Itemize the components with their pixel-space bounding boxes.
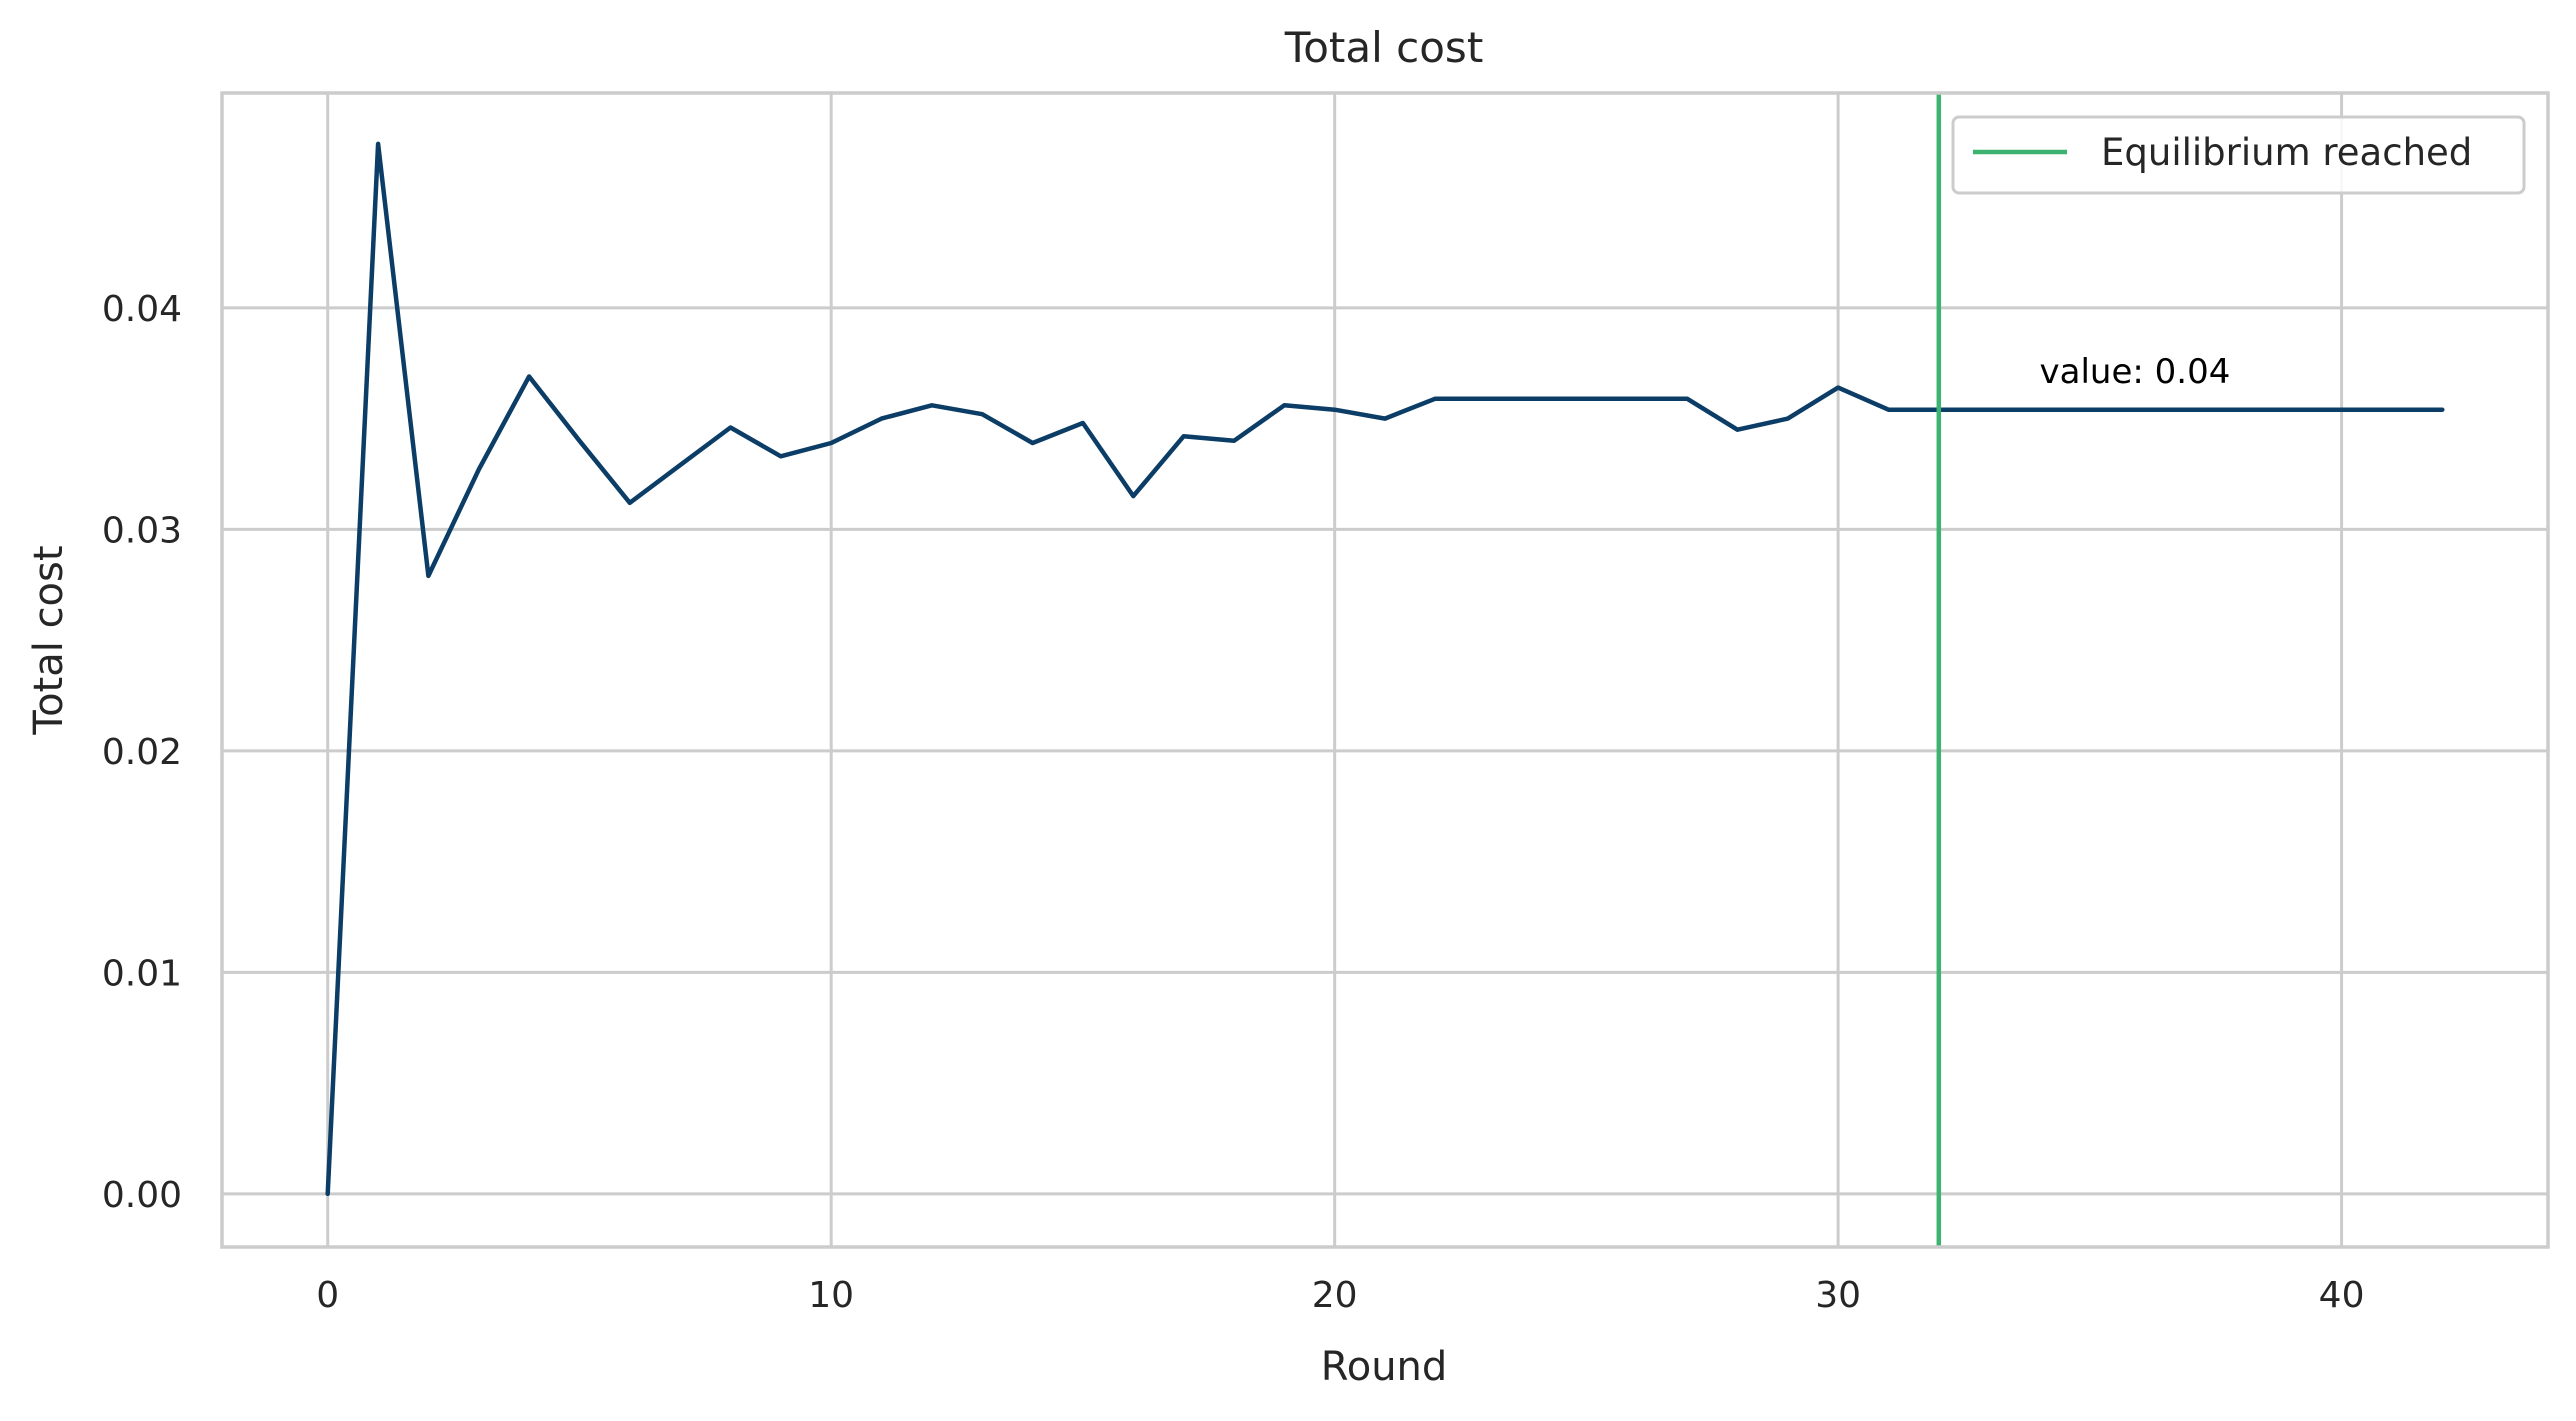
y-tick-label: 0.00: [102, 1175, 182, 1216]
legend-box: [1951, 115, 2526, 195]
annotation-value: value: 0.04: [2040, 352, 2231, 392]
series-layer: [325, 141, 2445, 1197]
total-cost-series-line: [325, 141, 2445, 1197]
grid: [222, 93, 2548, 1247]
y-tick-label: 0.03: [102, 510, 182, 551]
x-tick-label: 40: [2319, 1275, 2365, 1316]
plot-frame: [220, 91, 2550, 1249]
y-tick-labels: 0.00 0.01 0.02 0.03 0.04: [102, 289, 182, 1216]
legend-label-equilibrium: Equilibrium reached: [2101, 131, 2472, 174]
y-tick-label: 0.02: [102, 732, 182, 773]
x-tick-label: 10: [808, 1275, 854, 1316]
y-tick-label: 0.01: [102, 953, 182, 994]
x-axis-label: Round: [1321, 1344, 1448, 1390]
chart-title: Total cost: [1284, 23, 1484, 72]
legend: Equilibrium reached: [1951, 115, 2526, 195]
x-tick-label: 0: [316, 1275, 339, 1316]
x-tick-labels: 0 10 20 30 40: [316, 1275, 2364, 1316]
x-tick-label: 30: [1815, 1275, 1861, 1316]
x-tick-label: 20: [1312, 1275, 1358, 1316]
y-tick-label: 0.04: [102, 289, 182, 330]
y-axis-label: Total cost: [26, 545, 72, 735]
